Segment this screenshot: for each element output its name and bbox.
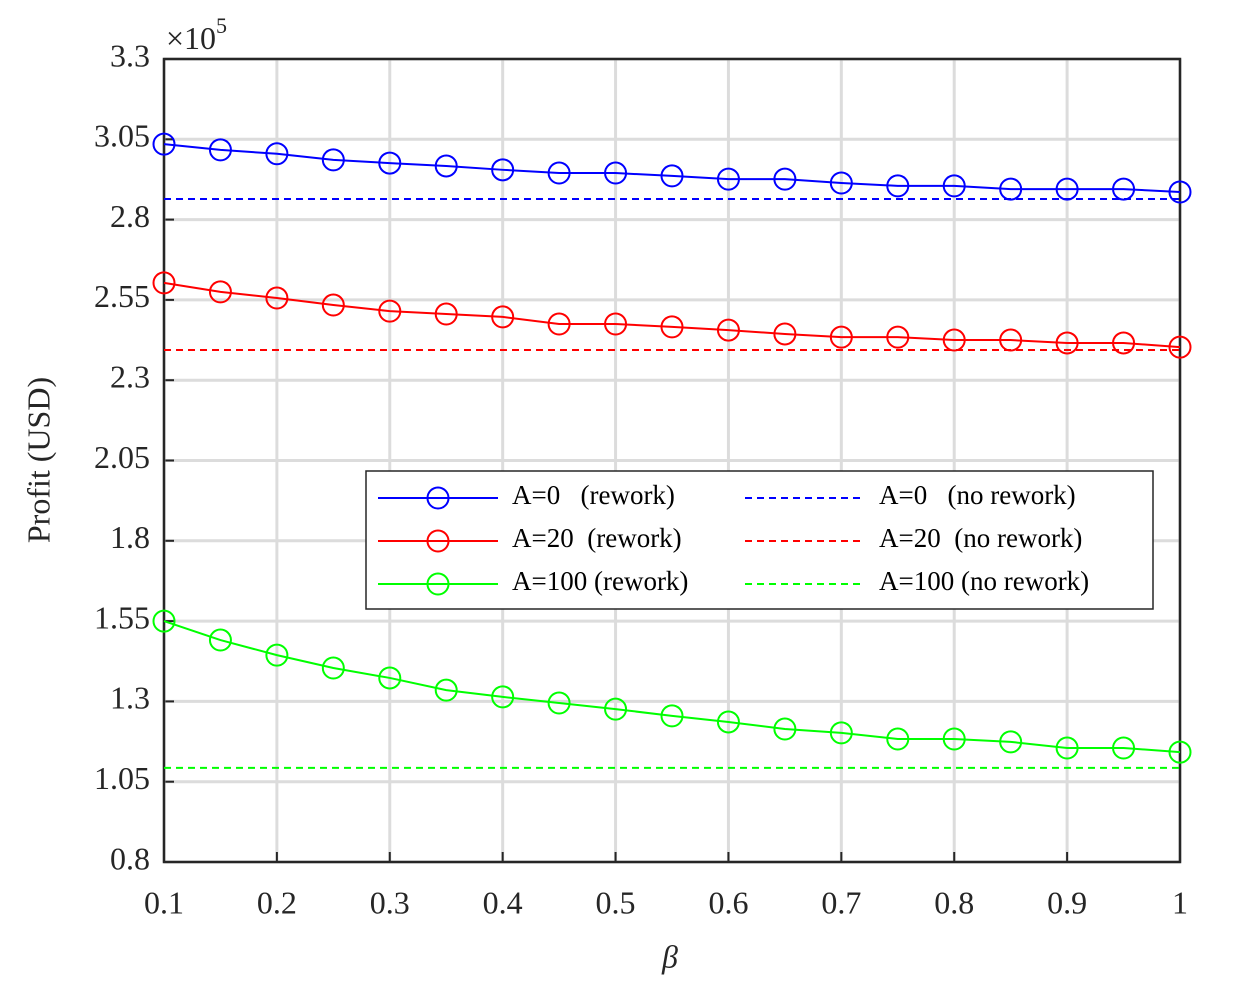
y-scale-label: ×105 — [166, 13, 227, 56]
y-scale-exponent: 5 — [216, 13, 227, 38]
y-tick-label: 2.8 — [110, 198, 150, 234]
marker — [1055, 736, 1079, 760]
legend-label: A=20 (no rework) — [879, 523, 1082, 553]
marker — [660, 164, 684, 188]
marker — [773, 717, 797, 741]
marker — [1112, 177, 1136, 201]
legend-marker — [426, 529, 450, 553]
y-tick-label: 1.05 — [94, 760, 150, 796]
marker — [660, 704, 684, 728]
marker — [265, 286, 289, 310]
marker — [547, 161, 571, 185]
legend-label: A=0 (no rework) — [879, 480, 1076, 510]
marker — [491, 305, 515, 329]
x-tick-label: 0.4 — [483, 884, 523, 920]
marker — [1168, 335, 1192, 359]
axes-box — [162, 57, 1182, 864]
x-tick-label: 0.6 — [708, 884, 748, 920]
marker — [265, 643, 289, 667]
marker — [716, 167, 740, 191]
marker — [604, 697, 628, 721]
y-tick-label: 2.55 — [94, 278, 150, 314]
marker — [378, 666, 402, 690]
y-tick-label: 1.55 — [94, 599, 150, 635]
marker — [547, 312, 571, 336]
marker — [829, 325, 853, 349]
marker — [208, 280, 232, 304]
marker — [547, 691, 571, 715]
marker — [886, 727, 910, 751]
marker — [604, 161, 628, 185]
marker — [378, 299, 402, 323]
x-tick-label: 0.5 — [596, 884, 636, 920]
x-tick-label: 0.7 — [821, 884, 861, 920]
y-tick-label: 0.8 — [110, 840, 150, 876]
marker — [434, 302, 458, 326]
x-tick-label: 0.3 — [370, 884, 410, 920]
legend-label: A=20 (rework) — [512, 523, 682, 553]
marker — [152, 609, 176, 633]
x-tick-label: 1 — [1172, 884, 1188, 920]
marker — [773, 322, 797, 346]
marker — [208, 628, 232, 652]
marker — [829, 721, 853, 745]
series-line — [163, 143, 1181, 193]
marker — [942, 174, 966, 198]
marker — [434, 154, 458, 178]
y-scale-base: ×10 — [166, 20, 216, 56]
x-tick-label: 0.8 — [934, 884, 974, 920]
marker — [942, 727, 966, 751]
marker — [999, 730, 1023, 754]
y-axis-label: Profit (USD) — [20, 377, 56, 543]
marker — [886, 325, 910, 349]
y-tick-label: 2.05 — [94, 439, 150, 475]
marker — [1055, 331, 1079, 355]
marker — [491, 158, 515, 182]
marker — [604, 312, 628, 336]
marker — [942, 328, 966, 352]
marker — [491, 685, 515, 709]
marker — [716, 710, 740, 734]
series-line — [163, 620, 1181, 754]
legend-marker — [426, 486, 450, 510]
x-tick-label: 0.1 — [144, 884, 184, 920]
marker — [208, 138, 232, 162]
series-line — [163, 281, 1181, 349]
marker — [434, 678, 458, 702]
marker — [886, 174, 910, 198]
marker — [716, 318, 740, 342]
marker — [152, 271, 176, 295]
marker — [378, 151, 402, 175]
marker — [321, 656, 345, 680]
marker — [1168, 180, 1192, 204]
marker — [1112, 331, 1136, 355]
y-tick-label: 2.3 — [110, 359, 150, 395]
marker — [321, 148, 345, 172]
x-tick-label: 0.9 — [1047, 884, 1087, 920]
legend-label: A=100 (rework) — [512, 566, 688, 596]
legend-label: A=0 (rework) — [512, 480, 675, 510]
marker — [152, 132, 176, 156]
marker — [660, 315, 684, 339]
y-tick-label: 1.3 — [110, 680, 150, 716]
x-tick-label: 0.2 — [257, 884, 297, 920]
marker — [321, 293, 345, 317]
legend-label: A=100 (no rework) — [879, 566, 1089, 596]
y-tick-label: 3.05 — [94, 118, 150, 154]
legend: A=0 (rework) A=0 (no rework) A=20 (rework)… — [365, 470, 1154, 610]
marker — [1112, 736, 1136, 760]
y-tick-label: 3.3 — [110, 37, 150, 73]
marker — [773, 167, 797, 191]
x-axis-label: β — [661, 938, 678, 974]
marker — [1168, 740, 1192, 764]
y-tick-label: 1.8 — [110, 519, 150, 555]
marker — [829, 171, 853, 195]
marker — [265, 142, 289, 166]
legend-marker — [426, 572, 450, 596]
